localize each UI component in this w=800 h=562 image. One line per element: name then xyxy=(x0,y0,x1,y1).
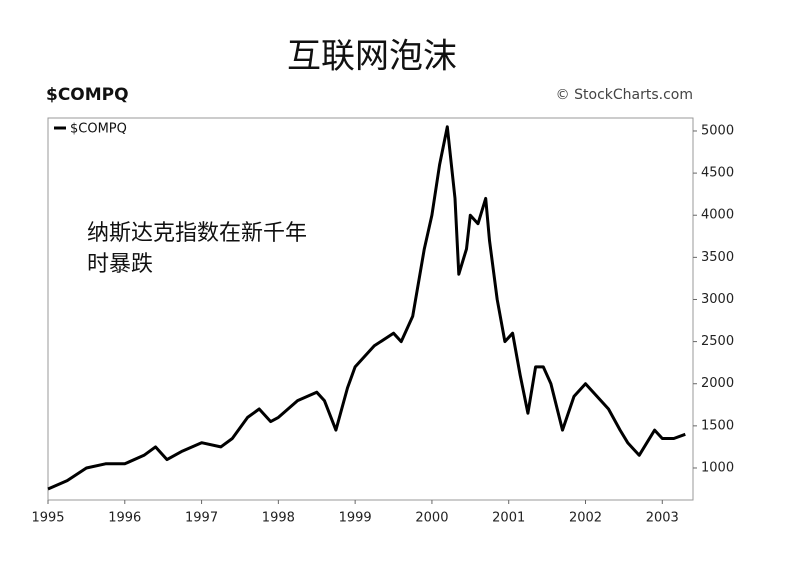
plot-frame xyxy=(47,117,694,501)
annotation: 纳斯达克指数在新千年 xyxy=(87,221,307,246)
legend-label: $COMPQ xyxy=(70,122,127,137)
y-tick-label: 1500 xyxy=(701,418,734,433)
y-tick-label: 3000 xyxy=(701,292,734,307)
y-tick-label: 4500 xyxy=(701,166,734,181)
source: © StockCharts.com xyxy=(556,87,693,103)
y-tick-label: 2500 xyxy=(701,334,734,349)
price-line xyxy=(47,125,686,491)
x-tick-label: 2001 xyxy=(492,511,525,526)
x-tick-label: 1996 xyxy=(108,511,141,526)
symbol: $COMPQ xyxy=(46,85,129,105)
x-tick-label: 2002 xyxy=(569,511,602,526)
x-tick-label: 2000 xyxy=(415,511,448,526)
x-tick-label: 2003 xyxy=(646,511,679,526)
x-tick-label: 1998 xyxy=(262,511,295,526)
x-tick-label: 1999 xyxy=(339,511,372,526)
x-tick-label: 1995 xyxy=(31,511,64,526)
chart-title: 互联网泡沫 xyxy=(287,37,457,77)
annotation: 时暴跌 xyxy=(87,252,153,277)
y-tick-label: 4000 xyxy=(701,208,734,223)
y-tick-label: 1000 xyxy=(701,460,734,475)
y-tick-label: 5000 xyxy=(701,123,734,138)
y-tick-label: 2000 xyxy=(701,376,734,391)
y-tick-label: 3500 xyxy=(701,250,734,265)
x-tick-label: 1997 xyxy=(185,511,218,526)
